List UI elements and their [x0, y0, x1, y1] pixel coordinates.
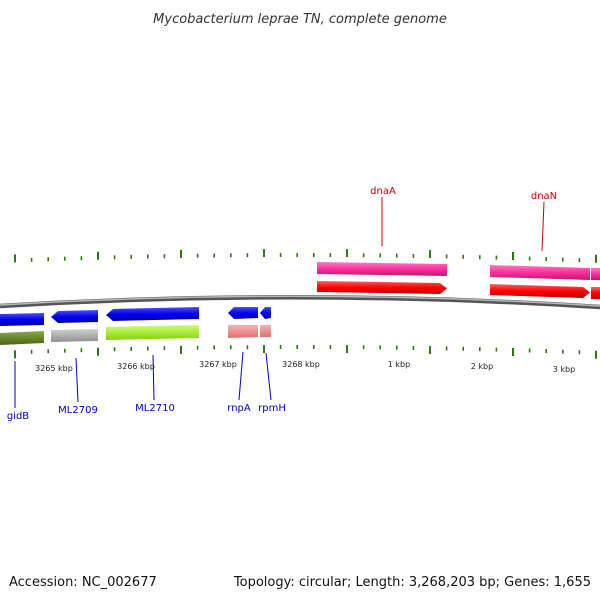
- ruler-label: 2 kbp: [471, 362, 493, 371]
- gene-next-feature[interactable]: [591, 268, 600, 280]
- cds-ml2709-arrow[interactable]: [51, 310, 98, 323]
- cds-ml2710-arrow[interactable]: [106, 307, 199, 321]
- cds-dnan-arrow[interactable]: [490, 284, 590, 298]
- ruler-ticks-top: [14, 249, 597, 263]
- ruler-ticks-bottom: [14, 345, 597, 359]
- ruler-label: 3266 kbp: [117, 362, 155, 371]
- genome-title: Mycobacterium leprae TN, complete genome: [153, 12, 447, 27]
- gene-dnaa-feature[interactable]: [317, 262, 447, 276]
- gene-rpmh-feature[interactable]: [260, 325, 271, 337]
- ruler-label: 3265 kbp: [35, 364, 73, 373]
- gene-label-rnpa[interactable]: rnpA: [227, 403, 251, 414]
- genome-backbone-highlight: [0, 295, 600, 307]
- ruler-labels: 3265 kbp 3266 kbp 3267 kbp 3268 kbp 1 kb…: [35, 360, 575, 374]
- callout-line-dnan: [541, 201, 545, 252]
- ruler-label: 3 kbp: [553, 365, 575, 374]
- genome-summary-text: Topology: circular; Length: 3,268,203 bp…: [233, 575, 591, 590]
- callout-line-rnpa: [238, 351, 244, 401]
- ruler-label: 3267 kbp: [199, 360, 237, 369]
- callout-line-ml2709: [75, 357, 79, 403]
- cds-next-arrow[interactable]: [591, 287, 600, 299]
- gene-labels-forward: dnaA dnaN: [370, 186, 557, 252]
- cds-dnaa-arrow[interactable]: [317, 281, 447, 294]
- cds-gidb-arrow[interactable]: [0, 313, 44, 326]
- gene-ml2710-feature[interactable]: [106, 325, 199, 340]
- gene-dnan-feature[interactable]: [490, 265, 590, 280]
- gene-labels-reverse: gidB ML2709 ML2710 rnpA rpmH: [7, 351, 286, 422]
- ruler-label: 1 kbp: [388, 360, 410, 369]
- ruler-label: 3268 kbp: [282, 360, 320, 369]
- cds-rnpa-arrow[interactable]: [228, 307, 258, 319]
- gene-label-ml2709[interactable]: ML2709: [58, 405, 98, 416]
- gene-rnpa-feature[interactable]: [228, 325, 258, 338]
- genome-backbone: [0, 294, 600, 310]
- gene-label-gidb[interactable]: gidB: [7, 411, 29, 422]
- callout-line-ml2710: [152, 354, 155, 401]
- gene-label-ml2710[interactable]: ML2710: [135, 403, 175, 414]
- gene-ml2709-feature[interactable]: [51, 329, 98, 342]
- callout-line-rpmh: [265, 352, 272, 401]
- cds-rpmh-arrow[interactable]: [260, 307, 271, 319]
- gene-label-dnan[interactable]: dnaN: [531, 191, 557, 202]
- accession-text: Accession: NC_002677: [9, 575, 157, 590]
- gene-gidb-feature[interactable]: [0, 331, 44, 345]
- gene-label-dnaa[interactable]: dnaA: [370, 186, 396, 197]
- gene-label-rpmh[interactable]: rpmH: [258, 403, 286, 414]
